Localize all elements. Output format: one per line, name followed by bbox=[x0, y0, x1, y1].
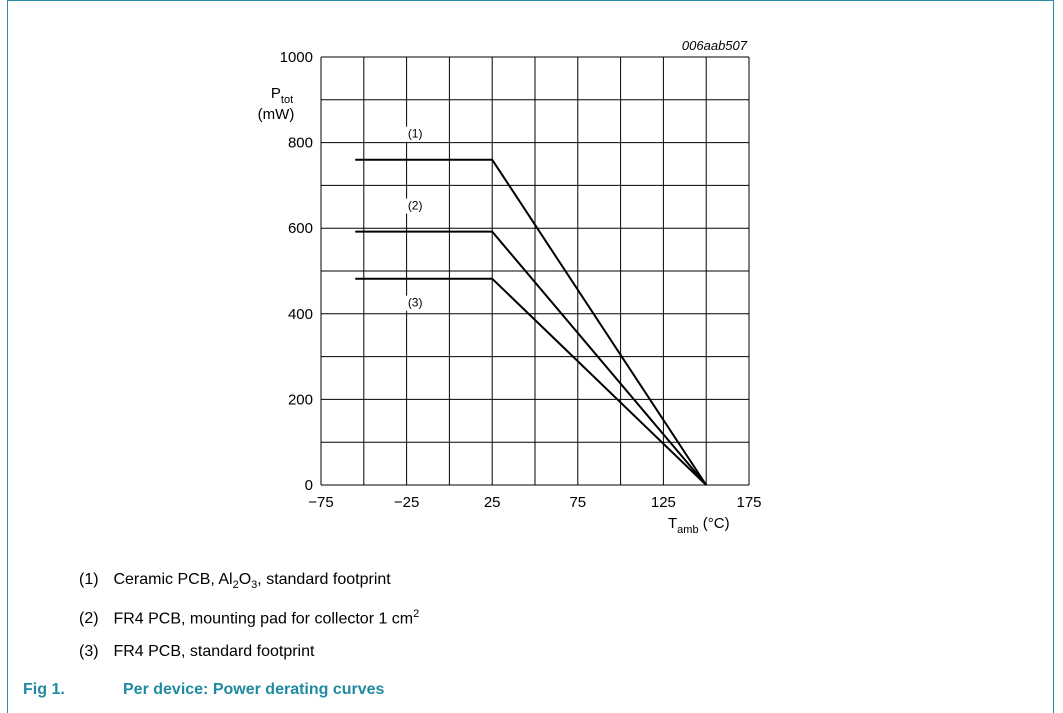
legend-text: FR4 PCB, mounting pad for collector 1 cm bbox=[113, 610, 414, 628]
y-axis-label: Ptot bbox=[271, 85, 293, 106]
x-tick-label: 25 bbox=[484, 494, 501, 511]
y-tick-label: 600 bbox=[288, 220, 313, 237]
series-label-backing bbox=[401, 295, 430, 311]
series-label-backing bbox=[401, 198, 430, 214]
x-tick-label: 175 bbox=[736, 494, 761, 511]
x-tick-label: 75 bbox=[569, 494, 586, 511]
series-label-2: (2) bbox=[408, 199, 423, 213]
legend-item-1: (1) Ceramic PCB, Al2O3, standard footpri… bbox=[79, 571, 391, 591]
chart-series: (1) (2) (3) bbox=[355, 126, 708, 486]
figure-frame bbox=[7, 0, 1054, 713]
y-tick-label: 1000 bbox=[280, 49, 313, 66]
figure-number: Fig 1. bbox=[23, 681, 65, 698]
legend-number: (3) bbox=[79, 643, 99, 660]
legend-number: (2) bbox=[79, 610, 99, 628]
x-tick-label: −75 bbox=[308, 494, 333, 511]
y-tick-label: 400 bbox=[288, 306, 313, 323]
chart-text: −75 −25 25 75 125 175 0 200 400 600 800 1000 006aab5… bbox=[258, 38, 762, 536]
series-label-1: (1) bbox=[408, 127, 423, 141]
series-line-3 bbox=[355, 277, 707, 486]
x-axis-label: Tamb (°C) bbox=[668, 515, 730, 536]
legend-subscript: 2 bbox=[232, 579, 239, 592]
legend-item-2: (2) FR4 PCB, mounting pad for collector … bbox=[79, 608, 419, 628]
y-tick-label: 200 bbox=[288, 391, 313, 408]
derating-chart: (1) (2) (3) −75 −25 25 75 125 175 0 200 400 600 800 1… bbox=[258, 38, 762, 536]
figure-title: Per device: Power derating curves bbox=[123, 681, 385, 698]
x-tick-label: −25 bbox=[394, 494, 419, 511]
series-label-3: (3) bbox=[408, 296, 423, 310]
legend-text: FR4 PCB, standard footprint bbox=[113, 643, 315, 660]
legend-item-3: (3) FR4 PCB, standard footprint bbox=[79, 643, 314, 661]
x-tick-label: 125 bbox=[651, 494, 676, 511]
y-axis-unit: (mW) bbox=[258, 106, 295, 123]
y-tick-label: 800 bbox=[288, 135, 313, 152]
series-line-2 bbox=[355, 230, 707, 486]
chart-code-label: 006aab507 bbox=[682, 38, 748, 53]
legend-subscript: 3 bbox=[251, 579, 258, 592]
series-line-1 bbox=[355, 158, 708, 486]
legend-text: O bbox=[238, 571, 252, 588]
legend-text: , standard footprint bbox=[257, 571, 391, 588]
chart-grid bbox=[320, 56, 750, 486]
y-tick-label: 0 bbox=[305, 477, 313, 494]
legend-number: (1) bbox=[79, 571, 99, 588]
series-label-backing bbox=[401, 126, 430, 142]
legend-superscript: 2 bbox=[413, 608, 420, 620]
legend-text: Ceramic PCB, Al bbox=[113, 571, 233, 588]
figure-caption: Fig 1. Per device: Power derating curves bbox=[23, 681, 384, 699]
